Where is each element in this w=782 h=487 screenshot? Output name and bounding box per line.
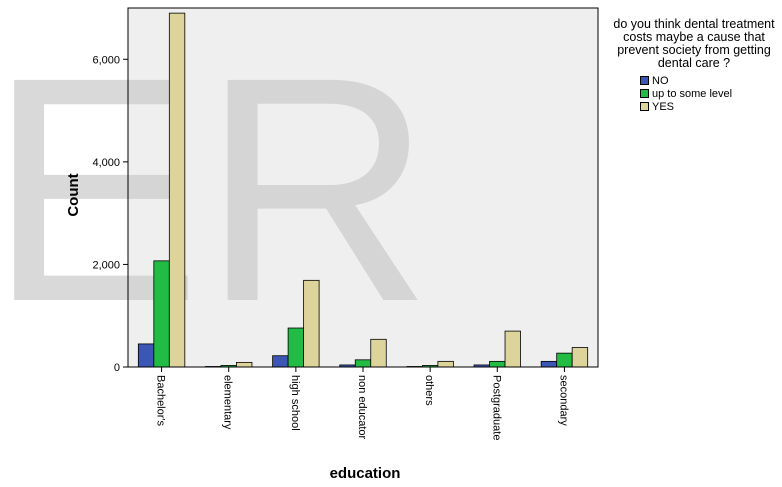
x-tick-label: Bachelor's [155, 375, 167, 427]
legend-swatch [640, 89, 649, 98]
y-axis: 0 2,000 4,000 6,000 [92, 54, 128, 374]
legend-item: up to some level [640, 87, 782, 100]
bar [287, 327, 305, 368]
legend-item: YES [640, 100, 782, 113]
bar [571, 347, 589, 368]
legend-label: NO [652, 74, 669, 87]
bar [354, 359, 372, 368]
legend-item: NO [640, 74, 782, 87]
y-tick-label: 0 [114, 362, 120, 374]
legend-label: up to some level [652, 87, 733, 100]
bar [489, 360, 506, 368]
bar [168, 12, 186, 368]
y-tick-label: 2,000 [92, 259, 120, 271]
legend-swatch [640, 102, 649, 111]
bar [556, 352, 573, 368]
plot-area [128, 8, 598, 367]
bar [303, 279, 320, 368]
y-tick-label: 4,000 [92, 157, 120, 169]
legend-items: NO up to some level YES [640, 74, 782, 113]
bar [504, 330, 521, 368]
legend-label: YES [652, 100, 675, 113]
bars-group [137, 12, 589, 368]
y-tick-label: 6,000 [92, 54, 120, 66]
x-tick-label: elementary [222, 375, 234, 430]
bar [153, 260, 170, 368]
bar [236, 361, 253, 368]
bar [540, 360, 558, 368]
x-axis: Bachelor's elementary high school non educa… [155, 367, 569, 440]
bar [272, 355, 289, 368]
x-tick-label: non educator [356, 375, 368, 440]
x-tick-label: secondary [557, 375, 569, 426]
bar [370, 338, 387, 368]
x-axis-label: education [330, 465, 401, 482]
y-axis-label: Count [65, 173, 82, 216]
x-tick-label: others [423, 375, 435, 406]
bar [437, 360, 454, 368]
x-tick-label: high school [289, 375, 301, 431]
legend-title: do you think dental treatment costs mayb… [613, 17, 775, 70]
legend: do you think dental treatment costs mayb… [606, 18, 782, 113]
x-tick-label: Postgraduate [490, 375, 502, 440]
legend-swatch [640, 76, 649, 85]
bar [137, 343, 155, 368]
watermark-text: ER [0, 10, 433, 368]
